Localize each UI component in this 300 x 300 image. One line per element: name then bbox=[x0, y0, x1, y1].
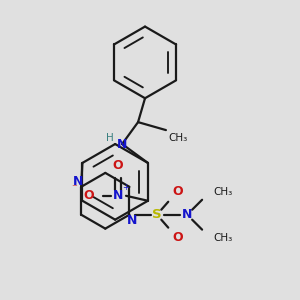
Text: N: N bbox=[73, 176, 83, 188]
Text: CH₃: CH₃ bbox=[213, 232, 232, 243]
Text: CH₃: CH₃ bbox=[213, 187, 232, 197]
Text: O: O bbox=[172, 185, 182, 198]
Text: CH₃: CH₃ bbox=[168, 133, 187, 143]
Text: +: + bbox=[123, 183, 130, 192]
Text: N: N bbox=[113, 189, 123, 202]
Text: O: O bbox=[172, 231, 182, 244]
Text: H: H bbox=[106, 133, 114, 143]
Text: N: N bbox=[182, 208, 192, 221]
Text: S: S bbox=[152, 208, 162, 221]
Text: ⁻: ⁻ bbox=[71, 183, 77, 193]
Text: O: O bbox=[113, 159, 123, 172]
Text: N: N bbox=[127, 214, 138, 227]
Text: N: N bbox=[117, 137, 127, 151]
Text: O: O bbox=[83, 189, 94, 202]
